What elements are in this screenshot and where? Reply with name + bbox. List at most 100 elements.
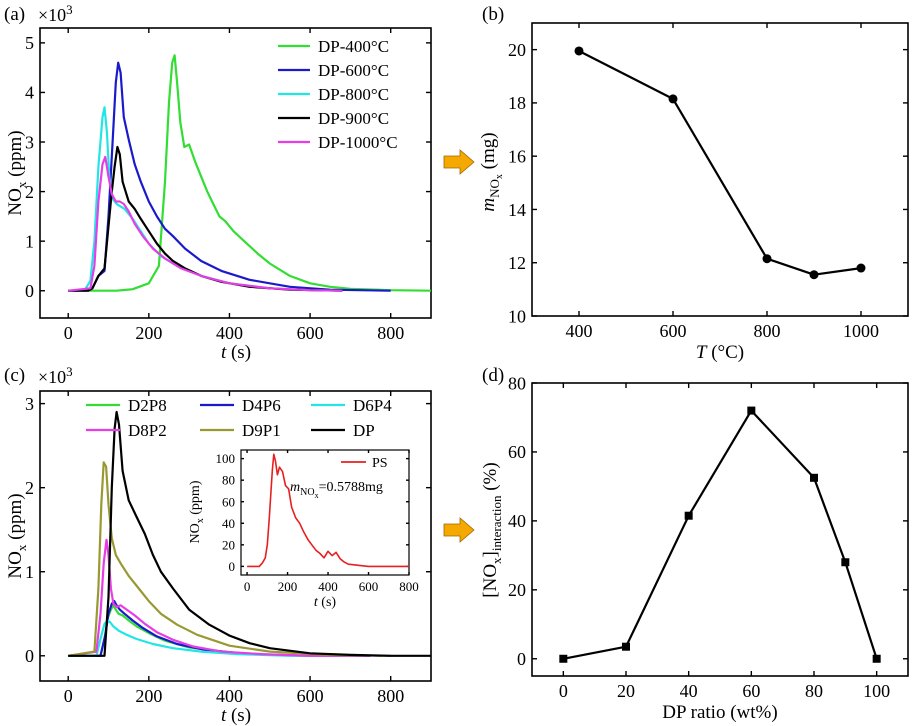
x-tick-label: 80 <box>805 681 823 701</box>
x-tick-label: 400 <box>216 323 243 343</box>
series-line-m_NOx <box>578 50 862 276</box>
y-tick-label: 4 <box>25 83 34 103</box>
panel-d-ylabel: [NOx]interaction (%) <box>480 462 504 597</box>
panel-a-frame <box>39 27 432 319</box>
x-tick-label: 600 <box>297 686 324 706</box>
data-point <box>559 654 568 663</box>
y-tick-label: 3 <box>25 132 34 152</box>
x-tick-label: 0 <box>559 681 568 701</box>
y-tick-label: 2 <box>25 182 34 202</box>
panel-a-xlabel: t (s) <box>221 342 251 363</box>
series-line-D8P2 <box>68 538 371 657</box>
x-tick-label: 400 <box>566 321 593 341</box>
y-tick-label: 12 <box>508 253 526 273</box>
data-point <box>622 642 630 651</box>
arrow-icon <box>443 149 475 175</box>
x-tick-label: 600 <box>359 579 379 594</box>
x-tick-label: 200 <box>135 686 162 706</box>
data-point <box>668 94 678 104</box>
series-line-DP-400°C <box>68 54 431 292</box>
data-point <box>872 654 881 663</box>
inset-frame <box>240 449 410 576</box>
x-tick-label: 800 <box>377 686 404 706</box>
arrow-icon <box>443 517 475 543</box>
x-tick-label: 600 <box>660 321 687 341</box>
panel-b-label: (b) <box>482 4 504 25</box>
y-tick-label: 18 <box>508 93 526 113</box>
x-tick-label: 600 <box>297 323 324 343</box>
y-tick-label: 0 <box>25 281 34 301</box>
inset-ylabel: NOx (ppm) <box>188 480 206 543</box>
inset-annotation: mNOx=0.5788mg <box>290 480 383 500</box>
panel-a-label: (a) <box>4 4 25 25</box>
data-point <box>684 511 693 520</box>
x-tick-label: 40 <box>680 681 698 701</box>
x-tick-label: 100 <box>863 681 890 701</box>
panel-d-frame <box>531 382 909 677</box>
series-line-interaction <box>563 409 878 660</box>
y-tick-label: 60 <box>222 494 235 509</box>
panel-c-frame <box>39 390 432 682</box>
y-tick-label: 3 <box>25 394 34 414</box>
legend-label: DP <box>353 421 375 440</box>
panel-c-inset: 0 200 400 600 800 0 20 40 60 80 100 NOx (ppm) t (s… <box>188 448 419 610</box>
y-tick-label: 40 <box>508 511 526 531</box>
y-tick-label: 40 <box>222 516 235 531</box>
y-tick-label: 5 <box>25 33 34 53</box>
y-tick-label: 0 <box>229 559 236 574</box>
x-tick-label: 0 <box>64 323 73 343</box>
y-tick-label: 20 <box>508 40 526 60</box>
x-tick-label: 1000 <box>843 321 879 341</box>
inset-legend: PS <box>341 456 388 471</box>
series-line-DP-600°C <box>68 61 391 292</box>
y-tick-label: 60 <box>508 442 526 462</box>
y-tick-label: 10 <box>508 306 526 326</box>
panel-d-label: (d) <box>482 365 504 386</box>
data-point <box>574 46 584 56</box>
data-point <box>841 558 850 567</box>
legend-label: D6P4 <box>353 396 392 415</box>
panel-c-label: (c) <box>4 365 25 386</box>
x-tick-label: 0 <box>244 579 251 594</box>
y-tick-label: 14 <box>508 200 526 220</box>
legend-label: D9P1 <box>242 421 281 440</box>
legend-label: DP-1000°C <box>318 133 398 152</box>
y-tick-label: 0 <box>25 646 34 666</box>
panel-b-xlabel: T (°C) <box>696 342 744 363</box>
panel-d: (d) 0 20 40 60 80 100 0 20 40 60 80 [NOx]interacti… <box>480 365 909 723</box>
legend-label: D8P2 <box>128 421 167 440</box>
y-tick-label: 20 <box>508 580 526 600</box>
x-tick-label: 400 <box>216 686 243 706</box>
x-tick-label: 200 <box>135 323 162 343</box>
legend-label: D4P6 <box>242 396 281 415</box>
panel-c-ylabel: NOx (ppm) <box>5 493 29 578</box>
panel-c-scale: ×103 <box>38 364 73 387</box>
y-tick-label: 16 <box>508 146 526 166</box>
legend-label: D2P8 <box>128 396 167 415</box>
panel-a-scale: ×103 <box>38 2 73 25</box>
legend-label: DP-800°C <box>318 85 389 104</box>
panel-b-ylabel: mNOx (mg) <box>478 132 505 211</box>
x-tick-label: 200 <box>278 579 298 594</box>
x-tick-label: 800 <box>399 579 419 594</box>
x-tick-label: 400 <box>318 579 338 594</box>
x-tick-label: 60 <box>742 681 760 701</box>
panel-a-ylabel: NOx (ppm) <box>5 130 29 215</box>
y-tick-label: 1 <box>25 231 34 251</box>
series-line-DP <box>68 410 431 657</box>
data-point <box>810 473 818 482</box>
panel-c-xlabel: t (s) <box>221 705 251 726</box>
panel-d-xlabel: DP ratio (wt%) <box>662 702 777 723</box>
x-tick-label: 20 <box>617 681 635 701</box>
data-point <box>856 263 866 273</box>
y-tick-label: 100 <box>216 451 236 466</box>
inset-xlabel: t (s) <box>314 595 337 610</box>
y-tick-label: 20 <box>222 537 235 552</box>
series-line-D2P8 <box>68 604 351 657</box>
y-tick-label: 80 <box>222 473 235 488</box>
legend-label: DP-600°C <box>318 61 389 80</box>
x-tick-label: 800 <box>377 323 404 343</box>
panel-b-frame <box>531 22 909 317</box>
